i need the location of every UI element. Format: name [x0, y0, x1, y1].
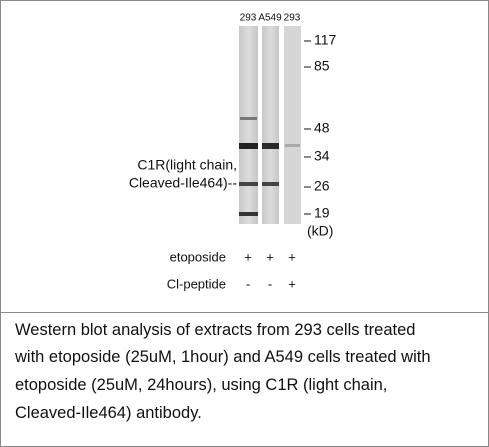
- target-label: Cleaved-Ile464)--: [129, 175, 237, 191]
- band: [262, 143, 279, 149]
- marker-label: 34: [314, 148, 330, 164]
- treatment-mark: +: [266, 249, 274, 264]
- marker-label: 26: [314, 178, 330, 194]
- lane-label: A549: [258, 13, 282, 24]
- lane-label: 293: [240, 13, 257, 24]
- treatment-mark: +: [288, 249, 296, 264]
- treatment-name: Cl-peptide: [167, 276, 226, 291]
- treatment-mark: -: [246, 276, 250, 291]
- caption-line: etoposide (25uM, 24hours), using C1R (li…: [15, 376, 388, 394]
- band: [285, 144, 300, 147]
- marker-label: 117: [314, 32, 337, 48]
- target-label: C1R(light chain,: [137, 157, 237, 173]
- lane: [284, 26, 301, 224]
- band: [239, 212, 258, 216]
- band: [262, 182, 279, 186]
- marker-label: 85: [314, 58, 330, 74]
- band: [239, 143, 258, 149]
- unit-label: (kD): [307, 223, 333, 239]
- treatment-name: etoposide: [170, 249, 226, 264]
- treatment-mark: -: [268, 276, 272, 291]
- marker-label: 48: [314, 120, 330, 136]
- marker-label: 19: [314, 205, 330, 221]
- caption-line: Western blot analysis of extracts from 2…: [15, 321, 416, 339]
- caption-line: with etoposide (25uM, 1hour) and A549 ce…: [15, 348, 431, 366]
- lane-label: 293: [284, 13, 301, 24]
- band: [240, 117, 257, 120]
- treatment-mark: +: [244, 249, 252, 264]
- treatment-mark: +: [288, 276, 296, 291]
- lane: [262, 26, 279, 224]
- lane: [239, 26, 258, 224]
- blot-panel: 293 A549 293 117 85 48 34 26 19 (kD) C1R(light …: [1, 13, 488, 313]
- band: [239, 182, 258, 186]
- caption-line: Cleaved-Ile464) antibody.: [15, 404, 202, 422]
